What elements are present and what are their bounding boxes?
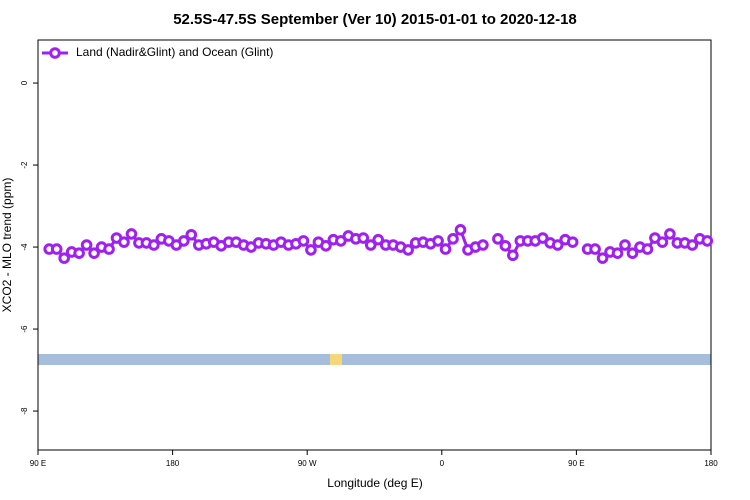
point bbox=[364, 239, 377, 251]
point bbox=[178, 235, 190, 247]
y-axis-label: XCO2 - MLO trend (ppm) bbox=[0, 178, 14, 313]
point bbox=[73, 247, 85, 259]
point bbox=[664, 228, 676, 240]
point bbox=[686, 239, 699, 251]
y-tick-label: -6 bbox=[20, 325, 29, 333]
point bbox=[507, 249, 519, 262]
point bbox=[566, 236, 579, 248]
y-tick-label: 0 bbox=[20, 80, 29, 85]
land-ocean-strip bbox=[38, 354, 711, 365]
point bbox=[701, 235, 714, 247]
point bbox=[596, 252, 609, 264]
point bbox=[619, 239, 631, 251]
legend-marker bbox=[49, 47, 61, 59]
y-tick-label: -4 bbox=[20, 243, 29, 251]
y-tick-label: -8 bbox=[20, 407, 29, 415]
x-axis-label: Longitude (deg E) bbox=[327, 476, 422, 490]
point bbox=[372, 233, 385, 246]
legend-label: Land (Nadir&Glint) and Ocean (Glint) bbox=[76, 45, 273, 59]
point bbox=[589, 243, 601, 255]
y-tick-label: -2 bbox=[20, 161, 29, 169]
point bbox=[551, 239, 564, 251]
point bbox=[80, 239, 93, 251]
x-tick-label: 90 E bbox=[30, 459, 46, 468]
point bbox=[536, 232, 549, 244]
point bbox=[50, 243, 63, 255]
point bbox=[641, 243, 654, 255]
x-tick-label: 90 E bbox=[568, 459, 584, 468]
chart-title: 52.5S-47.5S September (Ver 10) 2015-01-0… bbox=[173, 11, 577, 28]
point bbox=[148, 239, 160, 251]
point bbox=[297, 235, 310, 247]
point bbox=[185, 228, 198, 241]
point bbox=[626, 247, 639, 259]
point bbox=[492, 233, 504, 245]
x-tick-label: 180 bbox=[704, 459, 718, 468]
point bbox=[477, 239, 489, 251]
point bbox=[118, 236, 130, 248]
point bbox=[439, 243, 452, 255]
point bbox=[611, 247, 624, 259]
point bbox=[656, 236, 669, 248]
point bbox=[58, 252, 70, 264]
land-patch bbox=[330, 354, 342, 365]
point bbox=[432, 235, 444, 247]
x-tick-label: 180 bbox=[166, 459, 180, 468]
point bbox=[454, 224, 467, 236]
x-tick-label: 0 bbox=[440, 459, 445, 468]
x-tick-label: 90 W bbox=[298, 459, 317, 468]
point bbox=[447, 233, 459, 245]
point bbox=[305, 244, 317, 256]
point bbox=[103, 243, 115, 255]
point bbox=[125, 228, 138, 240]
point bbox=[88, 247, 100, 259]
point bbox=[335, 235, 347, 247]
point bbox=[357, 232, 370, 244]
point bbox=[499, 240, 512, 252]
point bbox=[320, 240, 332, 252]
point bbox=[402, 244, 414, 256]
